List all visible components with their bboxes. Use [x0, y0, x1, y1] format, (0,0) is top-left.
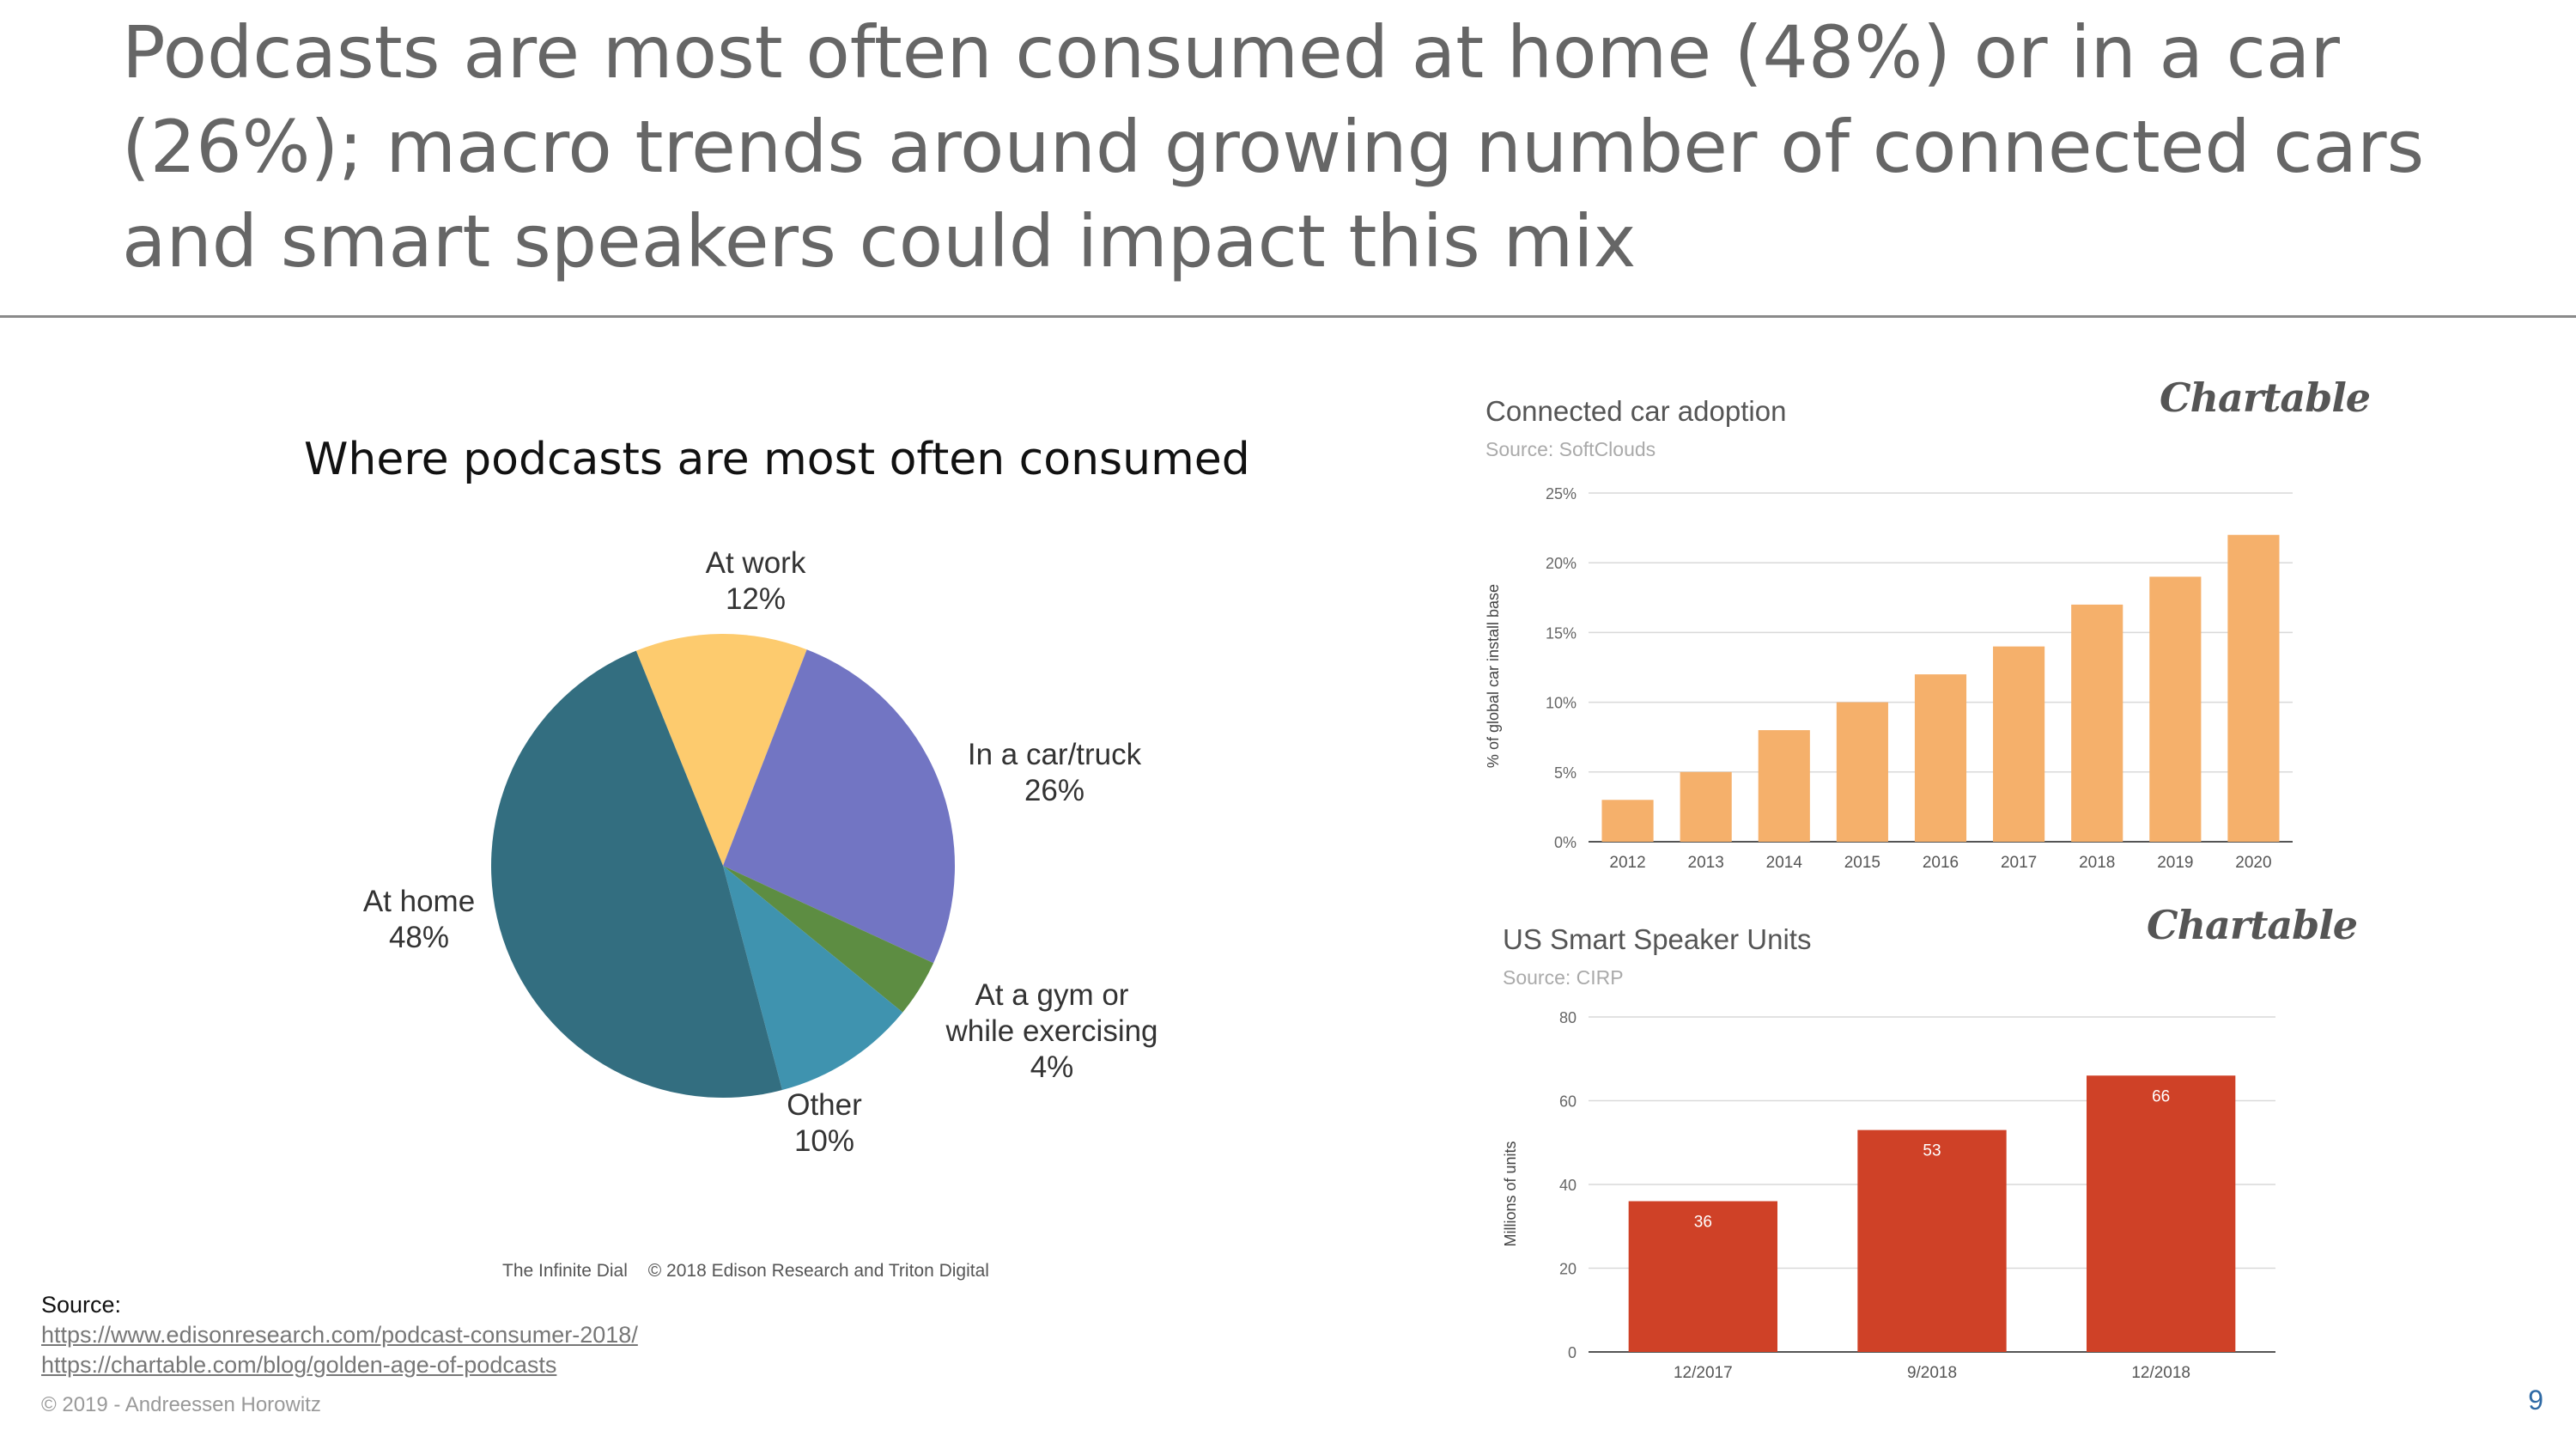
car-ytick-label: 25% — [1546, 485, 1577, 502]
speaker-bar — [2087, 1075, 2236, 1352]
source-link-edison[interactable]: https://www.edisonresearch.com/podcast-c… — [41, 1322, 638, 1348]
speaker-chart-brand-logo: Chartable — [2147, 902, 2358, 948]
sources-label: Source: — [41, 1292, 122, 1318]
car-bar — [1836, 702, 1888, 842]
car-bar — [2071, 604, 2123, 842]
speaker-bar — [1628, 1201, 1777, 1352]
pie-label-in-a-car-truck: In a car/truck 26% — [968, 738, 1142, 807]
car-xtick-label: 2016 — [1923, 854, 1959, 872]
car-ytick-label: 5% — [1554, 764, 1577, 782]
pie-slice-at-work — [635, 634, 807, 866]
car-xtick-label: 2019 — [2157, 854, 2193, 872]
title-divider — [0, 315, 2576, 318]
speaker-ytick-label: 60 — [1559, 1093, 1577, 1111]
slide-title: Podcasts are most often consumed at home… — [122, 10, 2425, 283]
pie-credit: The Infinite Dial © 2018 Edison Research… — [502, 1261, 989, 1282]
car-xtick-label: 2013 — [1688, 854, 1724, 872]
car-xtick-label: 2012 — [1609, 854, 1645, 872]
pie-credit-source: The Infinite Dial — [502, 1261, 628, 1281]
car-bar — [2227, 534, 2280, 842]
car-xtick-label: 2020 — [2235, 854, 2271, 872]
page-number: 9 — [2528, 1385, 2543, 1416]
pie-label-at-home: At home 48% — [363, 885, 475, 954]
car-bar — [1993, 646, 2045, 842]
car-xtick-label: 2014 — [1766, 854, 1803, 872]
car-xtick-label: 2018 — [2079, 854, 2115, 872]
car-chart-brand-logo: Chartable — [2160, 374, 2371, 421]
car-xtick-label: 2017 — [2001, 854, 2037, 872]
car-ytick-label: 0% — [1554, 834, 1577, 851]
speaker-ytick-label: 80 — [1559, 1009, 1577, 1026]
car-bar — [1680, 771, 1732, 842]
car-ytick-label: 20% — [1546, 555, 1577, 572]
car-bar — [1914, 674, 1967, 842]
pie-slice-at-a-gym-or-while-exercising — [723, 866, 934, 1013]
speaker-ytick-label: 20 — [1559, 1261, 1577, 1278]
speaker-xtick-label: 12/2018 — [2131, 1364, 2190, 1382]
car-bar — [1601, 800, 1654, 842]
pie-chart: At work 12% In a car/truck 26% At a gym or wh… — [363, 546, 1158, 1158]
car-ytick-label: 15% — [1546, 624, 1577, 642]
sources-block: Source: https://www.edisonresearch.com/p… — [41, 1290, 638, 1380]
speaker-chart-source: Source: CIRP — [1503, 966, 1624, 989]
speaker-ytick-label: 0 — [1568, 1344, 1577, 1361]
speaker-data-label: 53 — [1923, 1142, 1941, 1160]
car-chart-title: Connected car adoption — [1485, 395, 1787, 427]
pie-slice-other — [723, 866, 903, 1091]
speaker-bar — [1857, 1129, 2007, 1352]
speaker-xtick-label: 12/2017 — [1674, 1364, 1733, 1382]
speaker-xtick-label: 9/2018 — [1907, 1364, 1957, 1382]
pie-slice-in-a-car-truck — [723, 649, 955, 964]
car-xtick-label: 2015 — [1844, 854, 1880, 872]
copyright: © 2019 - Andreessen Horowitz — [41, 1393, 321, 1416]
pie-label-at-a-gym-or-while-exercising: At a gym or while exercising 4% — [945, 978, 1157, 1084]
pie-chart-title: Where podcasts are most often consumed — [304, 434, 1250, 485]
pie-label-at-work: At work 12% — [706, 546, 806, 616]
car-chart-source: Source: SoftClouds — [1485, 438, 1656, 460]
source-link-chartable[interactable]: https://chartable.com/blog/golden-age-of… — [41, 1352, 557, 1378]
car-bar — [1758, 730, 1810, 842]
car-bar — [2149, 576, 2202, 842]
speaker-data-label: 36 — [1694, 1214, 1712, 1232]
speaker-ytick-label: 40 — [1559, 1177, 1577, 1194]
car-ytick-label: 10% — [1546, 695, 1577, 712]
speaker-chart-title: US Smart Speaker Units — [1503, 923, 1812, 955]
pie-credit-copyright: © 2018 Edison Research and Triton Digita… — [647, 1261, 989, 1281]
car-ylabel: % of global car install base — [1485, 584, 1502, 768]
speaker-data-label: 66 — [2152, 1087, 2170, 1105]
pie-label-other: Other 10% — [787, 1088, 862, 1158]
speaker-ylabel: Millions of units — [1502, 1141, 1519, 1246]
pie-slice-at-home — [490, 650, 782, 1099]
